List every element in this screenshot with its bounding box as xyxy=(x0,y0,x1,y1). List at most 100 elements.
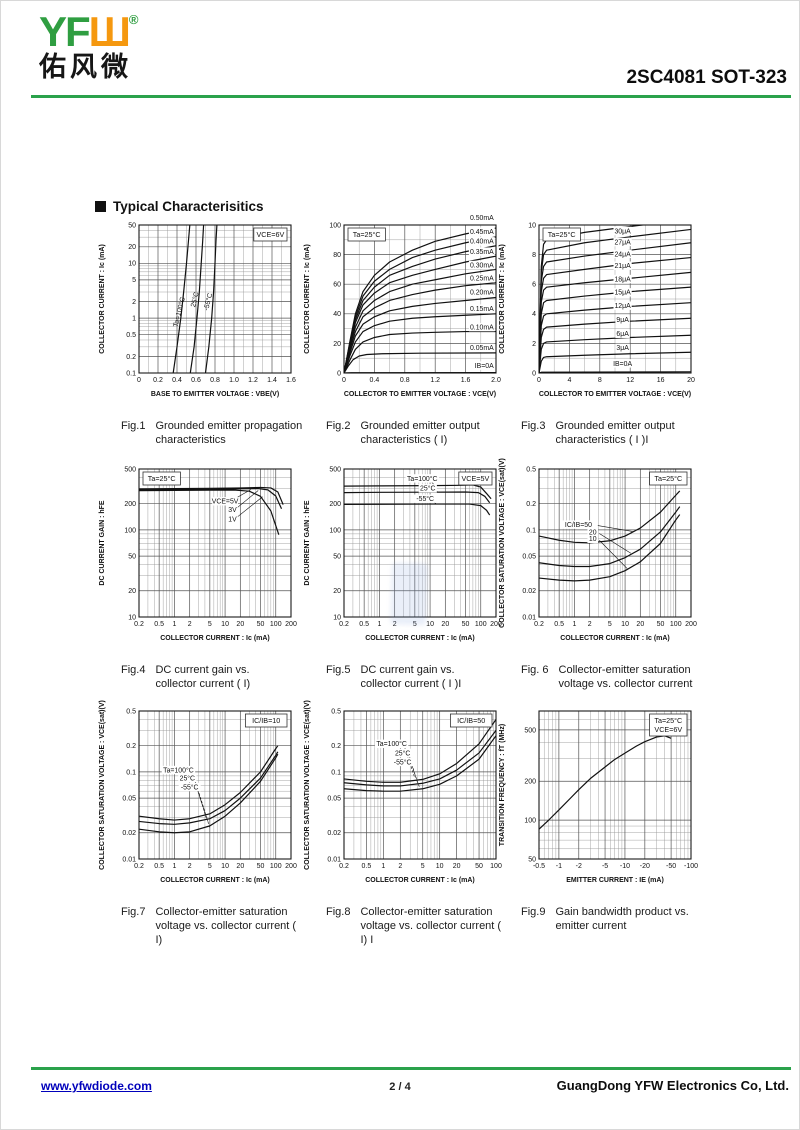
fig3-caption-text: Grounded emitter output characteristics … xyxy=(555,420,675,446)
fig5-caption-text: DC current gain vs. collector current ( … xyxy=(360,664,462,690)
svg-text:2.0: 2.0 xyxy=(491,377,501,384)
svg-text:Ta=25°C: Ta=25°C xyxy=(148,474,176,483)
fig6-caption-text: Collector-emitter saturation voltage vs.… xyxy=(558,664,693,690)
fig7-caption-text: Collector-emitter saturation voltage vs.… xyxy=(155,906,297,946)
svg-text:1: 1 xyxy=(377,621,381,628)
svg-text:0.4: 0.4 xyxy=(370,377,380,384)
svg-text:0.05mA: 0.05mA xyxy=(470,345,494,352)
svg-text:DC CURRENT GAIN : hFE: DC CURRENT GAIN : hFE xyxy=(99,500,106,585)
svg-text:0: 0 xyxy=(137,377,141,384)
fig2-caption: Fig.2 Grounded emitter output characteri… xyxy=(326,420,510,448)
page-number: 2 / 4 xyxy=(389,1081,411,1093)
fig4-caption: Fig.4 DC current gain vs. collector curr… xyxy=(121,664,305,692)
fig4-caption-number: Fig.4 xyxy=(121,664,146,676)
fig3-caption: Fig.3 Grounded emitter output characteri… xyxy=(521,420,705,448)
svg-text:100: 100 xyxy=(270,863,282,870)
svg-text:0.35mA: 0.35mA xyxy=(470,249,494,256)
fig9-caption-number: Fig.9 xyxy=(521,906,546,918)
svg-text:2: 2 xyxy=(188,863,192,870)
svg-text:IC/IB=50: IC/IB=50 xyxy=(565,522,592,529)
svg-text:-2: -2 xyxy=(576,863,582,870)
svg-text:25°C: 25°C xyxy=(420,485,435,493)
svg-text:6: 6 xyxy=(532,282,536,289)
svg-text:500: 500 xyxy=(524,727,536,734)
svg-text:5: 5 xyxy=(608,621,612,628)
svg-text:VCE=6V: VCE=6V xyxy=(654,725,682,734)
figure-fig9: -0.5 -1 -2 -5 -10 -20 -50 -100 50 100 200 500 EMITTE… xyxy=(493,699,705,934)
svg-text:1: 1 xyxy=(172,621,176,628)
svg-text:24μA: 24μA xyxy=(614,251,631,258)
svg-text:0.5: 0.5 xyxy=(126,708,136,715)
fig1-caption-number: Fig.1 xyxy=(121,420,146,432)
svg-text:0.8: 0.8 xyxy=(400,377,410,384)
figure-fig8: 0.2 0.5 1 2 5 10 20 50 100 0.01 0.02 0.05 0.1 0.2 0.5 C… xyxy=(298,699,510,947)
header-rule xyxy=(31,95,791,98)
svg-text:100: 100 xyxy=(670,621,682,628)
svg-text:10: 10 xyxy=(621,621,629,628)
svg-text:-55°C: -55°C xyxy=(416,495,434,503)
svg-text:5: 5 xyxy=(132,277,136,284)
fig5-caption: Fig.5 DC current gain vs. collector curr… xyxy=(326,664,510,692)
svg-text:1.6: 1.6 xyxy=(461,377,471,384)
fig8-chart: 0.2 0.5 1 2 5 10 20 50 100 0.01 0.02 0.05 0.1 0.2 0.5 C… xyxy=(304,700,502,884)
svg-text:10: 10 xyxy=(589,536,597,543)
svg-text:COLLECTOR SATURATION VOLTAGE :: COLLECTOR SATURATION VOLTAGE : VCE(sat)(… xyxy=(499,458,506,628)
svg-text:1.2: 1.2 xyxy=(430,377,440,384)
svg-text:0.4: 0.4 xyxy=(172,377,182,384)
svg-text:25°C: 25°C xyxy=(395,749,410,757)
svg-text:10: 10 xyxy=(128,261,136,268)
svg-text:2: 2 xyxy=(393,621,397,628)
svg-text:40: 40 xyxy=(333,311,341,318)
scan-watermark xyxy=(389,562,429,626)
svg-text:IC/IB=50: IC/IB=50 xyxy=(457,716,485,725)
svg-text:10: 10 xyxy=(436,863,444,870)
svg-text:0.30mA: 0.30mA xyxy=(470,262,494,269)
footer-website-link[interactable]: www.yfwdiode.com xyxy=(41,1079,152,1093)
fig2-chart: 0 0.4 0.8 1.2 1.6 2.0 0 20 40 60 80 100 COLLECTOR TO… xyxy=(304,213,501,398)
footer-rule xyxy=(31,1067,791,1070)
figure-fig6: 0.2 0.5 1 2 5 10 20 50 100 200 0.01 0.02 0.05 0.1 0.2 0… xyxy=(493,457,705,692)
svg-text:20: 20 xyxy=(236,863,244,870)
svg-text:5: 5 xyxy=(413,621,417,628)
svg-text:0.20mA: 0.20mA xyxy=(470,290,494,297)
svg-text:6μA: 6μA xyxy=(616,331,629,338)
section-heading-text: Typical Characterisitics xyxy=(113,199,264,214)
svg-text:Ta=25°C: Ta=25°C xyxy=(353,230,381,239)
svg-text:0.02: 0.02 xyxy=(122,830,136,837)
svg-text:0.10mA: 0.10mA xyxy=(470,325,494,332)
svg-text:EMITTER CURRENT : IE (mA): EMITTER CURRENT : IE (mA) xyxy=(566,877,664,884)
svg-text:1V: 1V xyxy=(228,517,237,524)
svg-text:COLLECTOR CURRENT : Ic (mA): COLLECTOR CURRENT : Ic (mA) xyxy=(160,877,270,884)
svg-text:1: 1 xyxy=(132,316,136,323)
fig9-chart: -0.5 -1 -2 -5 -10 -20 -50 -100 50 100 200 500 EMITTE… xyxy=(499,710,698,884)
svg-text:0.5: 0.5 xyxy=(154,863,164,870)
fig7-caption-number: Fig.7 xyxy=(121,906,146,918)
svg-text:0.01: 0.01 xyxy=(327,856,341,863)
svg-text:0.5: 0.5 xyxy=(362,863,372,870)
svg-text:500: 500 xyxy=(124,466,136,473)
svg-text:60: 60 xyxy=(333,282,341,289)
svg-text:2: 2 xyxy=(132,299,136,306)
svg-text:0.05: 0.05 xyxy=(327,796,341,803)
svg-text:50: 50 xyxy=(475,863,483,870)
fig6-caption-number: Fig. 6 xyxy=(521,664,549,676)
page-title: 2SC4081 SOT-323 xyxy=(626,67,787,88)
svg-text:20: 20 xyxy=(453,863,461,870)
svg-text:COLLECTOR CURRENT : Ic (mA): COLLECTOR CURRENT : Ic (mA) xyxy=(99,244,106,354)
svg-text:COLLECTOR CURRENT : Ic (mA): COLLECTOR CURRENT : Ic (mA) xyxy=(365,877,475,884)
svg-text:-5: -5 xyxy=(602,863,608,870)
svg-text:0: 0 xyxy=(342,377,346,384)
fig6-caption: Fig. 6 Collector-emitter saturation volt… xyxy=(521,664,705,692)
figure-fig7: 0.2 0.5 1 2 5 10 20 50 100 200 0.01 0.02 0.05 0.1 0.2 0… xyxy=(93,699,305,947)
svg-text:50: 50 xyxy=(657,621,665,628)
svg-text:100: 100 xyxy=(124,527,136,534)
svg-text:30μA: 30μA xyxy=(614,228,631,235)
svg-text:25°C: 25°C xyxy=(189,291,200,308)
svg-text:0.50mA: 0.50mA xyxy=(470,215,494,222)
logo-text-yf: YF xyxy=(39,8,91,55)
svg-text:1: 1 xyxy=(572,621,576,628)
svg-text:0.05: 0.05 xyxy=(122,796,136,803)
yfw-logo: YFШ® 佑风微 xyxy=(39,11,138,81)
svg-text:0: 0 xyxy=(337,370,341,377)
svg-text:0.2: 0.2 xyxy=(339,863,349,870)
